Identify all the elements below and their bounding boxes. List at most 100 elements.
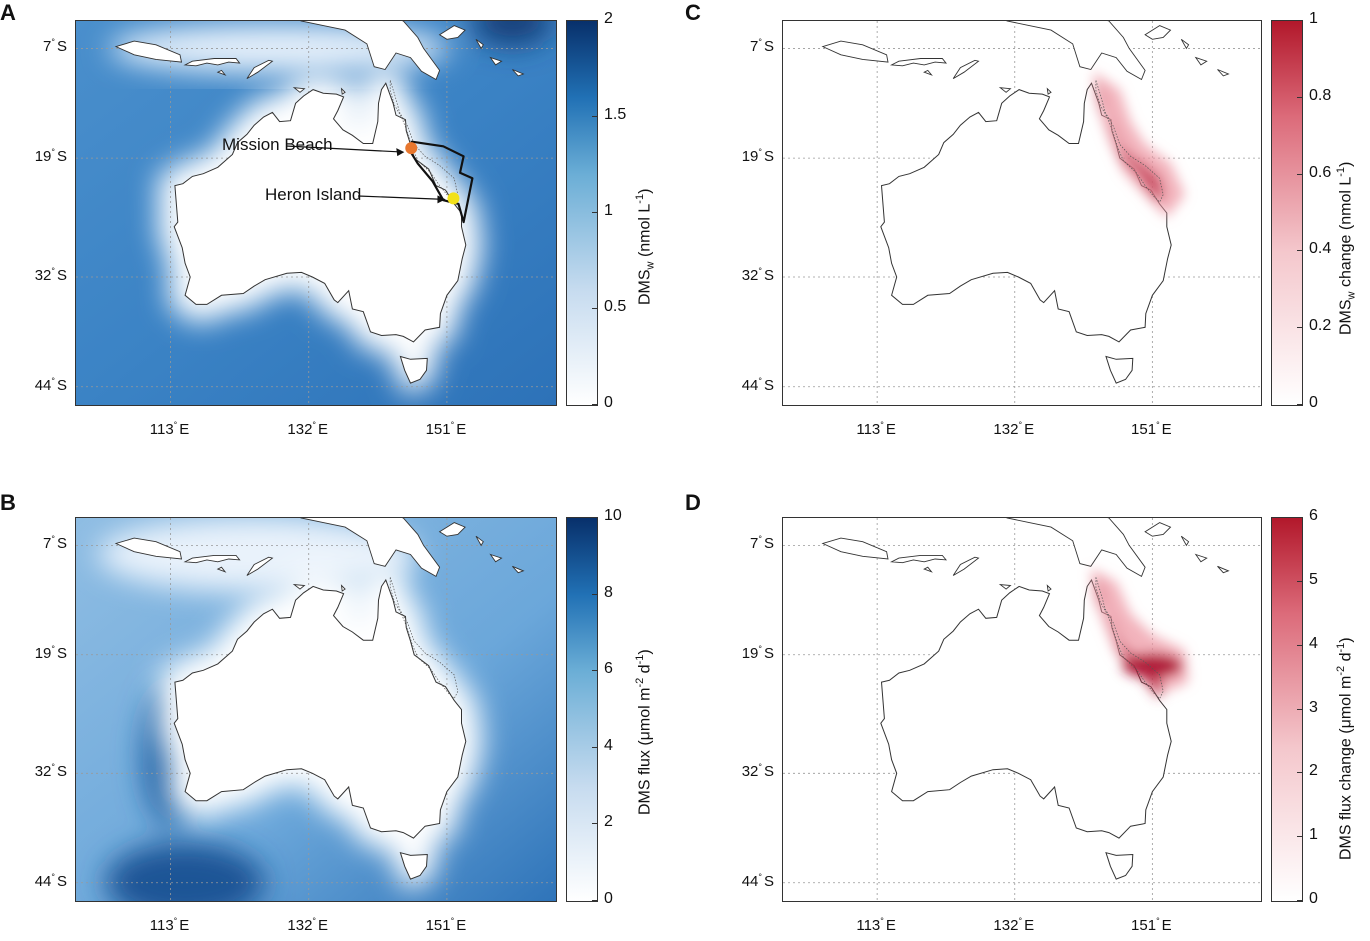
colorbar-d	[1271, 517, 1303, 902]
panel-d: D DMS flux change (μmol m-2 d-1)	[685, 490, 1370, 941]
island-coastline	[183, 58, 241, 67]
colorbar-c	[1271, 20, 1303, 406]
island-coastline	[292, 87, 306, 93]
island-coastline	[512, 69, 525, 77]
colorbar-tick-label: 2	[604, 10, 613, 27]
panel-letter-c: C	[685, 0, 701, 25]
island-coastline	[475, 535, 484, 547]
colorbar-d-title: DMS flux change (μmol m-2 d-1)	[1335, 637, 1355, 860]
colorbar-tick	[592, 116, 597, 117]
lon-tick-label: 132° E	[993, 916, 1035, 934]
lon-tick-label: 113° E	[856, 916, 896, 934]
lat-tick-label: 32° S	[34, 266, 67, 284]
colorbar-tick-label: 0.2	[1309, 317, 1332, 335]
island-coastline	[889, 554, 948, 564]
map-a	[75, 20, 557, 406]
panel-letter-a: A	[0, 0, 16, 25]
panel-a: A DMSw (nmol L-1) Mission Beach Heron Is…	[0, 0, 685, 470]
lat-tick-label: 7° S	[750, 37, 774, 56]
island-coastline	[998, 87, 1012, 93]
panel-b: B DMS flux (μmol m-2 d-1)	[0, 490, 685, 941]
tasmania-coastline	[399, 851, 428, 880]
colorbar-tick	[592, 517, 597, 518]
colorbar-tick-label: 10	[604, 507, 622, 524]
island-coastline	[183, 554, 241, 564]
dms-high-ne	[472, 21, 553, 46]
lat-tick-label: 7° S	[43, 37, 67, 56]
island-coastline	[438, 25, 466, 40]
island-coastline	[1006, 518, 1146, 578]
lat-tick-label: 7° S	[43, 534, 67, 553]
colorbar-tick-label: 0	[604, 394, 613, 411]
lon-tick-label: 132° E	[993, 420, 1035, 438]
island-coastline	[489, 553, 503, 563]
colorbar-tick	[1297, 404, 1302, 405]
lon-tick-label: 151° E	[1131, 420, 1172, 438]
mission-beach-label: Mission Beach	[222, 135, 333, 154]
colorbar-tick	[1297, 644, 1302, 646]
island-coastline	[821, 537, 889, 560]
lat-tick-label: 19° S	[741, 643, 774, 662]
island-coastline	[1006, 21, 1146, 81]
heron-island-arrow	[357, 195, 445, 200]
colorbar-tick	[1297, 20, 1302, 21]
colorbar-tick-label: 4	[604, 736, 613, 754]
island-coastline	[1046, 584, 1052, 592]
flux-max-south	[105, 842, 266, 901]
colorbar-tick-label: 3	[1309, 698, 1318, 716]
colorbar-tick	[1297, 772, 1302, 774]
colorbar-tick	[592, 212, 597, 213]
colorbar-tick	[1297, 173, 1302, 175]
reef-outline	[389, 577, 459, 700]
island-coastline	[1144, 25, 1172, 40]
island-coastline	[1217, 565, 1230, 574]
lon-tick-label: 151° E	[1131, 916, 1172, 934]
lat-tick-label: 44° S	[741, 871, 774, 890]
island-coastline	[512, 565, 525, 574]
colorbar-tick-label: 0	[1309, 394, 1318, 411]
island-coastline	[923, 69, 933, 76]
island-coastline	[216, 69, 227, 76]
tasmania-coastline	[1105, 355, 1134, 384]
lon-tick-label: 113° E	[149, 916, 190, 934]
island-coastline	[114, 537, 183, 560]
lat-tick-label: 19° S	[34, 643, 67, 662]
island-coastline	[292, 584, 306, 590]
lat-tick-label: 32° S	[741, 762, 774, 781]
island-coastline	[1180, 38, 1190, 50]
island-coastline	[340, 584, 346, 592]
colorbar-tick	[1297, 96, 1302, 98]
heron-island-label: Heron Island	[265, 185, 362, 204]
island-coastline	[1194, 56, 1208, 66]
island-coastline	[952, 556, 980, 576]
lon-tick-label: 132° E	[287, 916, 329, 934]
colorbar-tick-label: 2	[604, 813, 613, 831]
island-coastline	[952, 59, 980, 79]
map-c-canvas	[783, 21, 1261, 405]
reef-outline	[1095, 80, 1164, 203]
colorbar-tick-label: 0	[604, 890, 613, 907]
colorbar-tick	[1297, 327, 1302, 329]
australia-coastline	[173, 578, 467, 839]
panel-letter-b: B	[0, 490, 16, 515]
island-coastline	[889, 58, 948, 67]
island-coastline	[216, 566, 227, 573]
island-coastline	[923, 566, 933, 573]
tasmania-coastline	[1105, 851, 1134, 880]
colorbar-tick	[592, 404, 597, 405]
island-coastline	[821, 40, 889, 63]
mission-beach-arrowhead	[396, 148, 405, 157]
map-a-canvas	[76, 21, 556, 405]
lat-tick-label: 44° S	[741, 375, 774, 394]
colorbar-a	[566, 20, 598, 406]
colorbar-tick	[1297, 517, 1302, 518]
colorbar-tick-label: 6	[604, 660, 613, 678]
colorbar-tick-label: 0	[1309, 890, 1318, 907]
island-coastline	[1144, 522, 1172, 537]
map-d-canvas	[783, 518, 1261, 901]
island-coastline	[300, 518, 441, 578]
island-coastline	[1180, 535, 1190, 547]
lat-tick-label: 7° S	[750, 534, 774, 553]
lon-tick-label: 132° E	[287, 420, 329, 438]
island-coastline	[475, 38, 484, 50]
